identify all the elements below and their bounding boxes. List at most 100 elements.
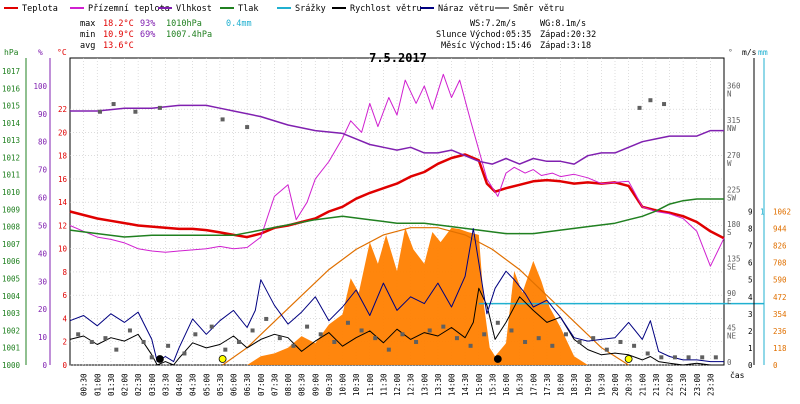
tick-time: 02:30 [134,373,143,396]
wind-dir-point [149,355,154,360]
tick-dir-compass: S [727,228,732,237]
stat-rain: 0.4mm [226,19,252,29]
tick-wm2: 1062 [773,208,791,217]
tick-time: 05:00 [202,373,211,396]
tick-time: 13:00 [420,373,429,396]
tick-ms: 8 [748,225,753,234]
tick-time: 09:30 [325,373,334,396]
tick-ms: 2 [748,327,753,336]
tick-time: 13:30 [434,373,443,396]
tick-hpa: 1003 [2,309,20,318]
tick-time: 21:00 [638,373,647,396]
tick-dir: 270 [727,151,741,160]
wind-dir-point [250,328,255,333]
tick-time: 03:30 [161,373,170,396]
axis-dir-unit: ° [728,48,733,57]
tick-hpa: 1011 [2,171,20,180]
tick-time: 03:00 [148,373,157,396]
wind-dir-point [686,355,691,360]
tick-degc: 12 [58,221,67,230]
wind-dir-point [157,105,162,110]
tick-time: 08:30 [298,373,307,396]
tick-hpa: 1009 [2,205,20,214]
tick-dir: 360 [727,82,741,91]
tick-degc: 0 [62,361,67,370]
tick-dir-compass: NW [727,124,737,133]
stat-max-hum: 93% [140,19,155,29]
wind-dir-point [700,355,705,360]
legend-label-4: Srážky [295,4,326,14]
wind-dir-point [468,343,473,348]
wind-dir-point [713,355,718,360]
wind-dir-point [482,332,487,337]
tick-degc: 20 [58,128,68,137]
moonset-marker [156,355,164,363]
stat-moon-label: Měsíc [441,41,467,51]
wind-dir-point [632,343,637,348]
wind-dir-point [220,117,225,122]
wind-dir-point [318,332,323,337]
wind-dir-point [604,347,609,352]
tick-hpa: 1010 [2,188,21,197]
tick-wm2: 354 [773,310,787,319]
wind-dir-point [509,328,514,333]
tick-wm2: 590 [773,276,787,285]
wind-dir-point [166,343,171,348]
tick-time: 22:00 [666,373,675,396]
tick-time: 18:00 [557,373,566,396]
tick-time: 00:30 [80,373,89,396]
wind-dir-point [645,351,650,356]
tick-time: 20:00 [611,373,620,396]
tick-dir: 315 [727,116,741,125]
stat-wg: WG:8.1m/s [540,19,586,29]
chart-title: 7.5.2017 [369,51,427,65]
wind-dir-point [359,328,364,333]
tick-pct: 50 [38,221,48,230]
tick-dir-compass: W [727,159,732,168]
tick-degc: 22 [58,105,67,114]
wind-dir-point [111,102,116,107]
stat-min-temp: 10.9°C [103,30,134,40]
tick-time: 11:00 [366,373,375,396]
axes: hPa1000100110021003100410051006100710081… [2,48,791,396]
tick-hpa: 1007 [2,240,20,249]
series-line-3 [69,198,724,238]
stat-moon-rise: Východ:15:46 [470,41,531,51]
tick-dir-compass: N [727,90,732,99]
wind-dir-point [386,347,391,352]
stat-sun-rise: Východ:05:35 [470,30,531,40]
tick-hpa: 1013 [2,136,20,145]
tick-time: 06:00 [230,373,239,396]
wind-dir-point [659,355,664,360]
series-line-1 [69,73,725,267]
stat-min-label: min [80,30,95,40]
tick-time: 01:30 [107,373,116,396]
tick-time: 19:00 [584,373,593,396]
axis-mm-unit: mm [758,48,768,57]
moonrise-marker [493,355,502,363]
wind-dir-point [373,336,378,341]
tick-wm2: 472 [773,293,787,302]
tick-time: 05:30 [216,373,225,396]
tick-ms: 5 [748,276,753,285]
tick-ms: 7 [748,242,753,251]
wind-dir-point [577,339,582,344]
tick-time: 14:00 [448,373,457,396]
wind-dir-point [264,316,269,321]
wind-dir-point [236,339,241,344]
tick-dir-compass: E [727,297,732,306]
tick-time: 07:30 [270,373,279,396]
tick-degc: 4 [62,314,67,323]
legend-label-2: Vlhkost [176,4,212,14]
tick-wm2: 826 [773,242,787,251]
tick-pct: 80 [38,138,48,147]
tick-time: 09:00 [311,373,320,396]
legend-label-0: Teplota [22,4,58,14]
wind-dir-point [441,324,446,329]
tick-time: 15:00 [475,373,484,396]
tick-time: 04:30 [189,373,198,396]
wind-dir-point [563,332,568,337]
radiation-measured [247,227,588,365]
tick-ms: 3 [748,310,753,319]
